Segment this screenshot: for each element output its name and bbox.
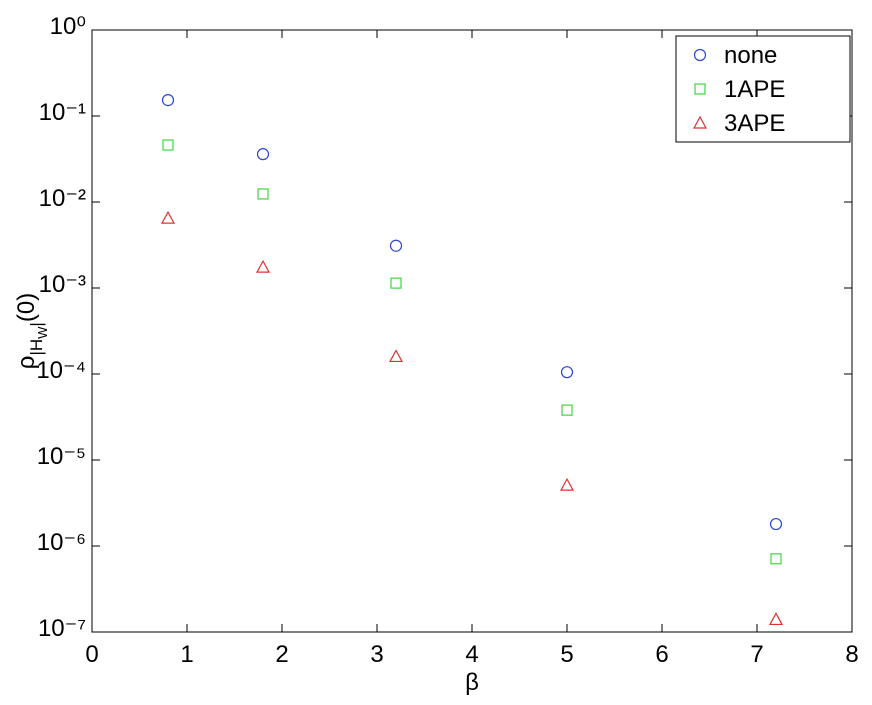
y-tick-label: 10⁰ (50, 13, 86, 40)
legend-label: 1APE (724, 76, 785, 103)
marker (390, 277, 402, 289)
marker (560, 366, 574, 379)
y-tick-label: 10⁻³ (39, 271, 86, 298)
x-tick-label: 7 (750, 641, 763, 668)
y-tick-label: 10⁻² (39, 185, 86, 212)
marker (388, 349, 404, 363)
x-tick-label: 4 (465, 641, 478, 668)
marker (770, 553, 782, 565)
marker (255, 259, 271, 273)
marker (559, 477, 575, 491)
marker (694, 83, 706, 95)
y-label-part: W (35, 326, 50, 339)
marker (162, 139, 174, 151)
y-tick-label: 10⁻⁷ (38, 615, 86, 642)
marker (389, 239, 403, 252)
marker (561, 404, 573, 416)
y-label-part: | (27, 322, 46, 326)
y-axis-label: ρ|HW|(0) (13, 293, 50, 369)
y-tick-label: 10⁻⁶ (37, 529, 86, 556)
y-label-part: ρ (13, 356, 40, 370)
marker (160, 210, 176, 224)
x-tick-label: 8 (845, 641, 858, 668)
legend-label: 3APE (724, 110, 785, 137)
y-tick-label: 10⁻⁴ (36, 357, 86, 384)
y-tick-label: 10⁻⁵ (37, 443, 86, 470)
y-tick-label: 10⁻¹ (39, 99, 86, 126)
x-tick-label: 0 (85, 641, 98, 668)
marker (693, 48, 707, 62)
marker (692, 115, 708, 129)
marker (256, 148, 270, 161)
x-tick-label: 1 (180, 641, 193, 668)
marker (769, 517, 783, 531)
marker (161, 94, 175, 107)
marker (768, 612, 784, 626)
x-tick-label: 2 (275, 641, 288, 668)
legend-label: none (724, 42, 777, 69)
x-tick-label: 6 (655, 641, 668, 668)
marker (257, 188, 269, 200)
x-axis-label: β (465, 669, 479, 696)
y-label-part: (0) (13, 293, 40, 322)
y-label-part: |H (27, 339, 46, 356)
x-tick-label: 5 (560, 641, 573, 668)
x-tick-label: 3 (370, 641, 383, 668)
